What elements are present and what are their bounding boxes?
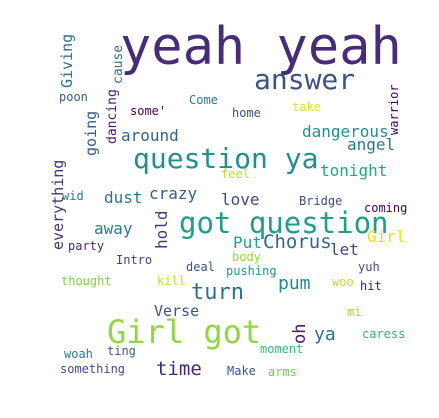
word: moment [260,342,303,356]
word: away [94,219,133,238]
word: love [221,190,260,209]
word: ting [107,344,136,358]
word: answer [254,63,355,96]
word: turn [191,280,244,305]
word: Girl [367,227,406,246]
word: let [330,240,359,259]
word: Come [189,93,218,107]
word: yuh [358,260,380,274]
word: feel [221,167,250,181]
word: yeah yeah [120,17,402,77]
word: woah [64,347,93,361]
word: tonight [320,161,387,180]
word: take [292,100,321,114]
word: kill [157,274,186,288]
word: deal [186,260,215,274]
word: poon [59,90,88,104]
word: Chorus [263,231,332,253]
word: dancing [105,89,120,144]
word: mi [347,305,361,319]
word: arms [268,365,297,379]
word: Put [233,233,262,252]
word: body [232,250,261,264]
word: crazy [149,184,198,203]
word: thought [61,274,112,288]
word: everything [49,160,67,250]
word: warrior [387,84,401,135]
word: question ya [133,142,318,175]
word: Bridge [299,194,342,208]
word: wid [62,189,84,203]
word: cause [111,45,126,84]
word: Giving [58,34,76,88]
word: Intro [116,253,152,267]
word: oh [290,324,310,344]
word: got question [179,206,389,240]
word: some' [130,104,166,118]
word: around [121,126,179,145]
word: something [60,362,125,376]
word: hit [360,279,382,293]
word: dust [104,188,143,207]
word: time [156,358,202,380]
word: woo [332,275,354,289]
word: caress [362,327,405,341]
word: Make [227,364,256,378]
word: Verse [154,302,199,320]
word: going [82,111,100,156]
word: party [68,239,104,253]
word: hold [152,210,171,249]
word: Girl got [107,313,261,351]
word: coming [364,201,407,215]
word: home [232,106,261,120]
word: angel [347,135,395,154]
word: pum [278,273,311,294]
word: ya [314,324,336,345]
word: dangerous [302,122,389,141]
word: pushing [226,264,277,278]
